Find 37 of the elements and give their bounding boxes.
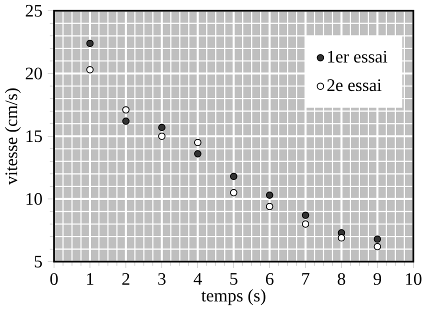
point <box>266 192 274 199</box>
point <box>194 150 202 158</box>
point <box>122 106 130 114</box>
x-tick-label: 9 <box>374 273 382 285</box>
x-tick-label: 7 <box>302 273 310 285</box>
point <box>158 124 166 132</box>
x-tick-label: 0 <box>50 273 58 285</box>
point <box>86 66 94 74</box>
y-tick-label: 25 <box>26 4 42 17</box>
point <box>158 132 166 140</box>
x-tick-label: 8 <box>338 273 346 285</box>
y-axis-title: vitesse (cm/s) <box>4 88 21 185</box>
x-tick-label: 10 <box>406 273 422 285</box>
y-tick-label: 10 <box>26 193 42 205</box>
point <box>338 234 346 242</box>
x-tick-label: 2 <box>122 273 130 285</box>
y-tick-label: 15 <box>26 130 42 142</box>
point <box>266 202 274 210</box>
point <box>194 138 202 146</box>
point <box>86 40 94 48</box>
point <box>302 212 310 219</box>
legend-label: 1er essai <box>328 50 388 63</box>
x-tick-label: 3 <box>158 273 166 285</box>
y-tick-label: 20 <box>26 68 42 80</box>
point <box>302 220 310 228</box>
point <box>230 189 238 196</box>
legend-label: 2e essai <box>327 79 382 92</box>
x-axis-title: temps (s) <box>201 289 266 306</box>
x-tick-label: 4 <box>194 273 202 285</box>
x-tick-label: 1 <box>87 273 94 285</box>
point <box>374 235 382 243</box>
x-tick-label: 5 <box>230 273 238 285</box>
x-tick-label: 6 <box>266 273 274 285</box>
point <box>230 172 238 180</box>
point <box>374 242 382 250</box>
y-tick-label: 5 <box>34 256 42 268</box>
point <box>122 118 130 125</box>
